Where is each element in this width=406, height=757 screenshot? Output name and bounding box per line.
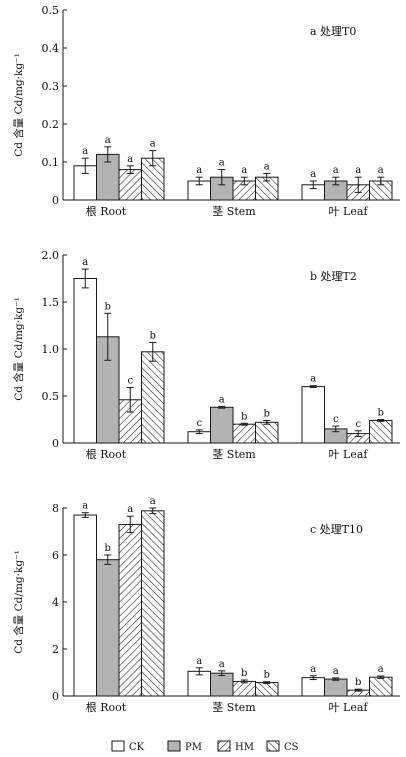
bar-hm xyxy=(232,423,256,444)
y-tick-label: 0 xyxy=(52,437,59,450)
y-tick-label: 0.5 xyxy=(42,4,60,17)
chart-panel-c: 0 2 4 6 8 Cd 含量 Cd/mg·kg⁻¹ c 处理T10 根 Root 茎 Stem… xyxy=(12,496,400,714)
legend-swatch-hm xyxy=(217,740,231,752)
bar-ck xyxy=(301,677,325,697)
significance-letter: b xyxy=(241,668,247,679)
x-category-label: 叶 Leaf xyxy=(329,448,369,461)
y-tick-label: 8 xyxy=(52,502,59,515)
y-axis-label: Cd 含量 Cd/mg·kg⁻¹ xyxy=(12,550,25,654)
bar-cs xyxy=(255,421,279,444)
significance-letter: a xyxy=(355,165,361,176)
significance-letter: a xyxy=(82,257,88,268)
significance-letter: a xyxy=(310,169,316,180)
y-tick-label: 1.5 xyxy=(42,296,60,309)
y-tick-label: 0 xyxy=(52,194,59,207)
bar-ck xyxy=(301,386,325,444)
y-axis-label: Cd 含量 Cd/mg·kg⁻¹ xyxy=(12,297,25,401)
legend-label-pm: PM xyxy=(185,742,202,753)
significance-letter: b xyxy=(264,408,270,419)
significance-letter: b xyxy=(264,670,270,681)
x-category-label: 根 Root xyxy=(86,447,127,461)
significance-letter: b xyxy=(105,301,111,312)
bar-cs xyxy=(255,682,279,697)
x-category-label: 叶 Leaf xyxy=(329,701,369,714)
significance-letter: b xyxy=(150,330,156,341)
significance-letter: a xyxy=(264,161,270,172)
bar-pm xyxy=(210,672,234,697)
x-category-label: 根 Root xyxy=(86,204,127,218)
significance-letter: c xyxy=(127,376,133,387)
legend-swatch-cs xyxy=(266,740,280,752)
bar-hm xyxy=(232,680,256,697)
significance-letter: a xyxy=(310,374,316,385)
bar-cs xyxy=(141,351,165,444)
significance-letter: a xyxy=(127,154,133,165)
significance-letter: b xyxy=(355,677,361,688)
significance-letter: a xyxy=(150,496,156,507)
x-category-label: 根 Root xyxy=(86,700,127,714)
significance-letter: a xyxy=(105,135,111,146)
legend-label-hm: HM xyxy=(235,742,254,753)
significance-letter: a xyxy=(196,656,202,667)
significance-letter: a xyxy=(333,165,339,176)
significance-letter: c xyxy=(355,419,361,430)
bar-ck xyxy=(73,278,97,444)
chart-panel-a: 0 0.1 0.2 0.3 0.4 0.5 Cd 含量 Cd/mg·kg⁻¹ a 处理T0 根 … xyxy=(12,4,400,218)
legend-label-ck: CK xyxy=(129,742,145,753)
y-tick-label: 2 xyxy=(52,643,59,656)
significance-letter: a xyxy=(82,501,88,512)
y-tick-label: 0.3 xyxy=(42,80,60,93)
chart-panel-b: 0 0.5 1.0 1.5 2.0 Cd 含量 Cd/mg·kg⁻¹ b 处理T2 根 Roo… xyxy=(12,249,400,461)
y-tick-label: 0.1 xyxy=(42,156,60,169)
significance-letter: a xyxy=(150,139,156,150)
y-tick-label: 1.0 xyxy=(42,343,60,356)
significance-letter: b xyxy=(241,411,247,422)
significance-letter: a xyxy=(378,165,384,176)
significance-letter: a xyxy=(241,165,247,176)
significance-letter: a xyxy=(196,165,202,176)
significance-letter: a xyxy=(310,664,316,675)
y-tick-label: 0.2 xyxy=(42,118,60,131)
bar-cs xyxy=(369,419,393,444)
y-tick-label: 6 xyxy=(52,549,59,562)
significance-letter: a xyxy=(219,659,225,670)
legend-swatch-pm xyxy=(167,740,181,752)
significance-letter: a xyxy=(127,504,133,515)
bar-hm xyxy=(118,523,142,697)
legend: CK PM HM CS xyxy=(111,740,299,753)
y-tick-label: 0.5 xyxy=(42,390,60,403)
x-category-label: 茎 Stem xyxy=(212,701,256,714)
significance-letter: b xyxy=(105,543,111,554)
bar-pm xyxy=(210,406,234,444)
y-tick-label: 4 xyxy=(52,596,59,609)
panel-title: b 处理T2 xyxy=(310,270,357,283)
legend-swatch-ck xyxy=(111,740,125,752)
significance-letter: c xyxy=(333,414,339,425)
legend-label-cs: CS xyxy=(284,742,299,753)
bar-pm xyxy=(324,678,348,697)
significance-letter: a xyxy=(378,664,384,675)
x-category-label: 茎 Stem xyxy=(212,205,256,218)
y-axis-label: Cd 含量 Cd/mg·kg⁻¹ xyxy=(12,53,25,157)
bar-cs xyxy=(141,510,165,697)
significance-letter: a xyxy=(82,146,88,157)
significance-letter: a xyxy=(219,394,225,405)
significance-letter: a xyxy=(333,666,339,677)
significance-letter: b xyxy=(378,408,384,419)
y-tick-label: 0.4 xyxy=(42,42,60,55)
x-category-label: 叶 Leaf xyxy=(329,205,369,218)
bar-pm xyxy=(96,559,120,697)
y-tick-label: 2.0 xyxy=(42,249,60,262)
panel-title: a 处理T0 xyxy=(310,25,356,38)
bar-ck xyxy=(73,514,97,697)
bar-cs xyxy=(369,676,393,697)
bar-hm xyxy=(118,169,142,201)
significance-letter: a xyxy=(219,158,225,169)
significance-letter: c xyxy=(196,418,202,429)
y-tick-label: 0 xyxy=(52,690,59,703)
panel-title: c 处理T10 xyxy=(310,523,363,536)
x-category-label: 茎 Stem xyxy=(212,448,256,461)
